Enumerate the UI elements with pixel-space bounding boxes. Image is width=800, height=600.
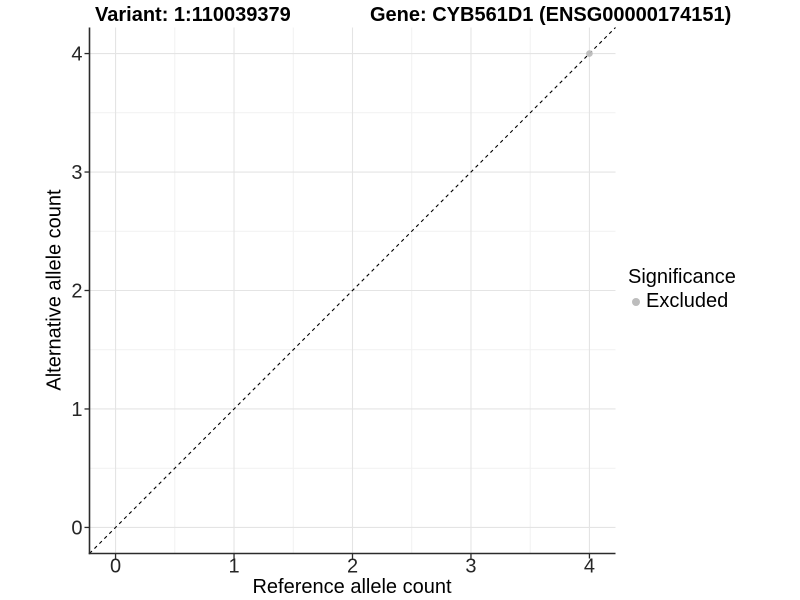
legend-item-excluded: Excluded [628, 290, 736, 313]
y-tick-label: 4 [71, 44, 82, 66]
variant-title: Variant: 1:110039379 [95, 4, 291, 26]
data-point [586, 50, 593, 57]
y-tick-label: 0 [71, 517, 82, 539]
gene-title: Gene: CYB561D1 (ENSG00000174151) [370, 4, 732, 26]
x-tick-label: 1 [228, 556, 239, 578]
legend-title: Significance [628, 266, 736, 288]
y-axis-label: Alternative allele count [43, 189, 66, 391]
y-tick-label: 2 [71, 281, 82, 303]
x-axis-label: Reference allele count [252, 576, 452, 598]
y-tick-label: 3 [71, 162, 82, 184]
identity-dashed-line [89, 27, 616, 554]
legend-item-label: Excluded [646, 290, 729, 312]
x-tick-label: 3 [465, 556, 476, 578]
legend-point-icon [632, 297, 640, 306]
x-tick-label: 4 [584, 556, 595, 578]
x-tick-label: 0 [110, 556, 121, 578]
legend: Significance Excluded [628, 266, 736, 313]
y-tick-label: 1 [71, 399, 82, 421]
x-tick-label: 2 [347, 556, 358, 578]
